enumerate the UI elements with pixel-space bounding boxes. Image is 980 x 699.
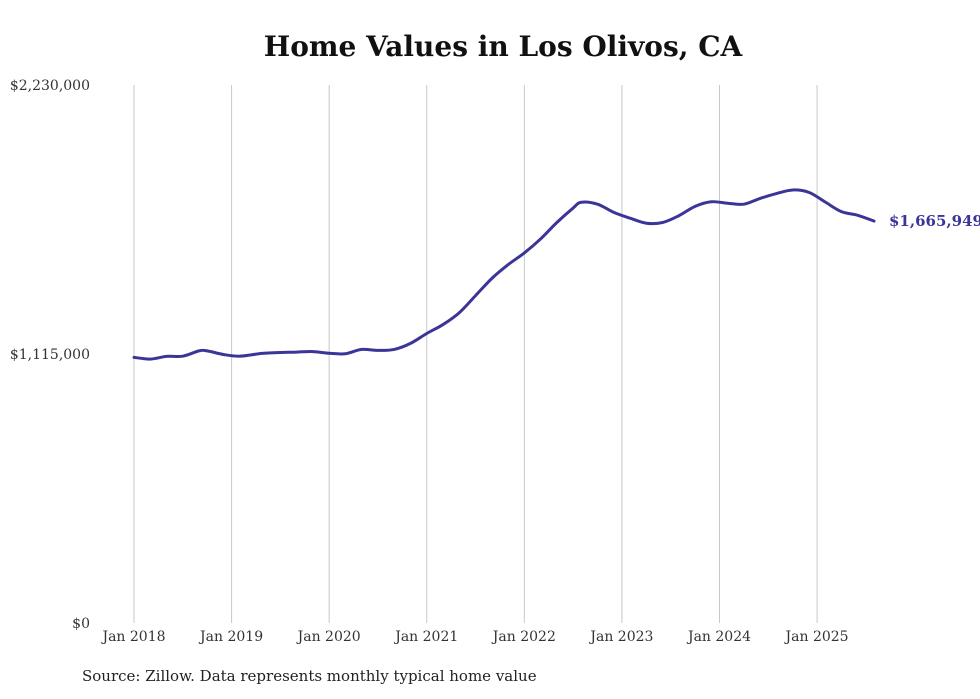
- data-point-2023-04: [645, 222, 648, 225]
- y-tick-label-1: $1,115,000: [10, 347, 90, 363]
- data-point-2024-08: [775, 192, 778, 195]
- source-note: Source: Zillow. Data represents monthly …: [82, 667, 537, 685]
- data-point-2024-12: [807, 191, 810, 194]
- data-point-2018-01: [133, 356, 136, 359]
- data-point-2021-11: [507, 263, 510, 266]
- data-point-2021-03: [442, 323, 445, 326]
- vertical-gridlines: [133, 85, 818, 623]
- data-point-2020-09: [393, 348, 396, 351]
- series-layer: $1,665,949: [132, 188, 980, 361]
- data-point-2021-05: [458, 311, 461, 314]
- data-point-2025-02: [824, 201, 827, 204]
- data-point-2020-03: [344, 352, 347, 355]
- x-tick-label-2018: Jan 2018: [100, 629, 165, 645]
- data-point-2018-05: [165, 355, 168, 358]
- data-point-2021-01: [425, 332, 428, 335]
- data-point-2019-09: [295, 351, 298, 354]
- data-point-2021-07: [474, 294, 477, 297]
- data-point-2023-12: [710, 200, 713, 203]
- data-point-2025-08: [873, 220, 876, 223]
- data-point-2019-02: [238, 355, 241, 358]
- x-tick-label-2023: Jan 2023: [588, 629, 653, 645]
- data-point-2025-06: [856, 214, 859, 217]
- x-tick-label-2019: Jan 2019: [198, 629, 263, 645]
- data-point-2022-07: [572, 207, 575, 210]
- chart-title: Home Values in Los Olivos, CA: [263, 30, 743, 63]
- x-tick-label-2021: Jan 2021: [393, 629, 458, 645]
- data-point-2024-06: [759, 197, 762, 200]
- data-point-2018-12: [222, 353, 225, 356]
- data-point-2022-05: [555, 221, 558, 224]
- data-point-2024-04: [742, 203, 745, 206]
- data-point-2020-01: [328, 352, 331, 355]
- data-point-2022-10: [596, 203, 599, 206]
- y-tick-label-2: $2,230,000: [10, 78, 90, 94]
- y-tick-label-0: $0: [72, 616, 90, 632]
- x-tick-label-2020: Jan 2020: [296, 629, 361, 645]
- data-point-2022-03: [539, 237, 542, 240]
- data-point-2019-11: [311, 350, 314, 353]
- x-tick-label-2022: Jan 2022: [491, 629, 556, 645]
- data-point-2019-05: [263, 352, 266, 355]
- data-point-2021-09: [490, 277, 493, 280]
- data-point-2023-08: [677, 214, 680, 217]
- data-point-2023-10: [694, 205, 697, 208]
- data-point-2020-05: [360, 348, 363, 351]
- data-point-2023-02: [629, 217, 632, 220]
- data-point-2018-07: [181, 355, 184, 358]
- y-axis-ticks: $0 $1,115,000 $2,230,000: [10, 78, 90, 632]
- x-axis-ticks: Jan 2018 Jan 2019 Jan 2020 Jan 2021 Jan 2022…: [100, 629, 848, 645]
- series-line-0: [132, 188, 876, 361]
- data-point-2022-01: [523, 251, 526, 254]
- data-point-2020-07: [376, 349, 379, 352]
- data-point-2018-03: [149, 358, 152, 361]
- end-value-label: $1,665,949: [889, 212, 980, 230]
- data-point-2025-04: [840, 210, 843, 213]
- data-point-2018-09: [198, 349, 201, 352]
- data-point-2020-11: [409, 342, 412, 345]
- data-point-2024-10: [791, 188, 794, 191]
- data-point-2018-10: [206, 349, 209, 352]
- x-tick-label-2025: Jan 2025: [784, 629, 849, 645]
- data-point-2023-06: [661, 221, 664, 224]
- data-point-2024-02: [726, 202, 729, 205]
- x-tick-label-2024: Jan 2024: [686, 629, 751, 645]
- data-point-2022-12: [612, 211, 615, 214]
- data-point-2022-08: [580, 201, 583, 204]
